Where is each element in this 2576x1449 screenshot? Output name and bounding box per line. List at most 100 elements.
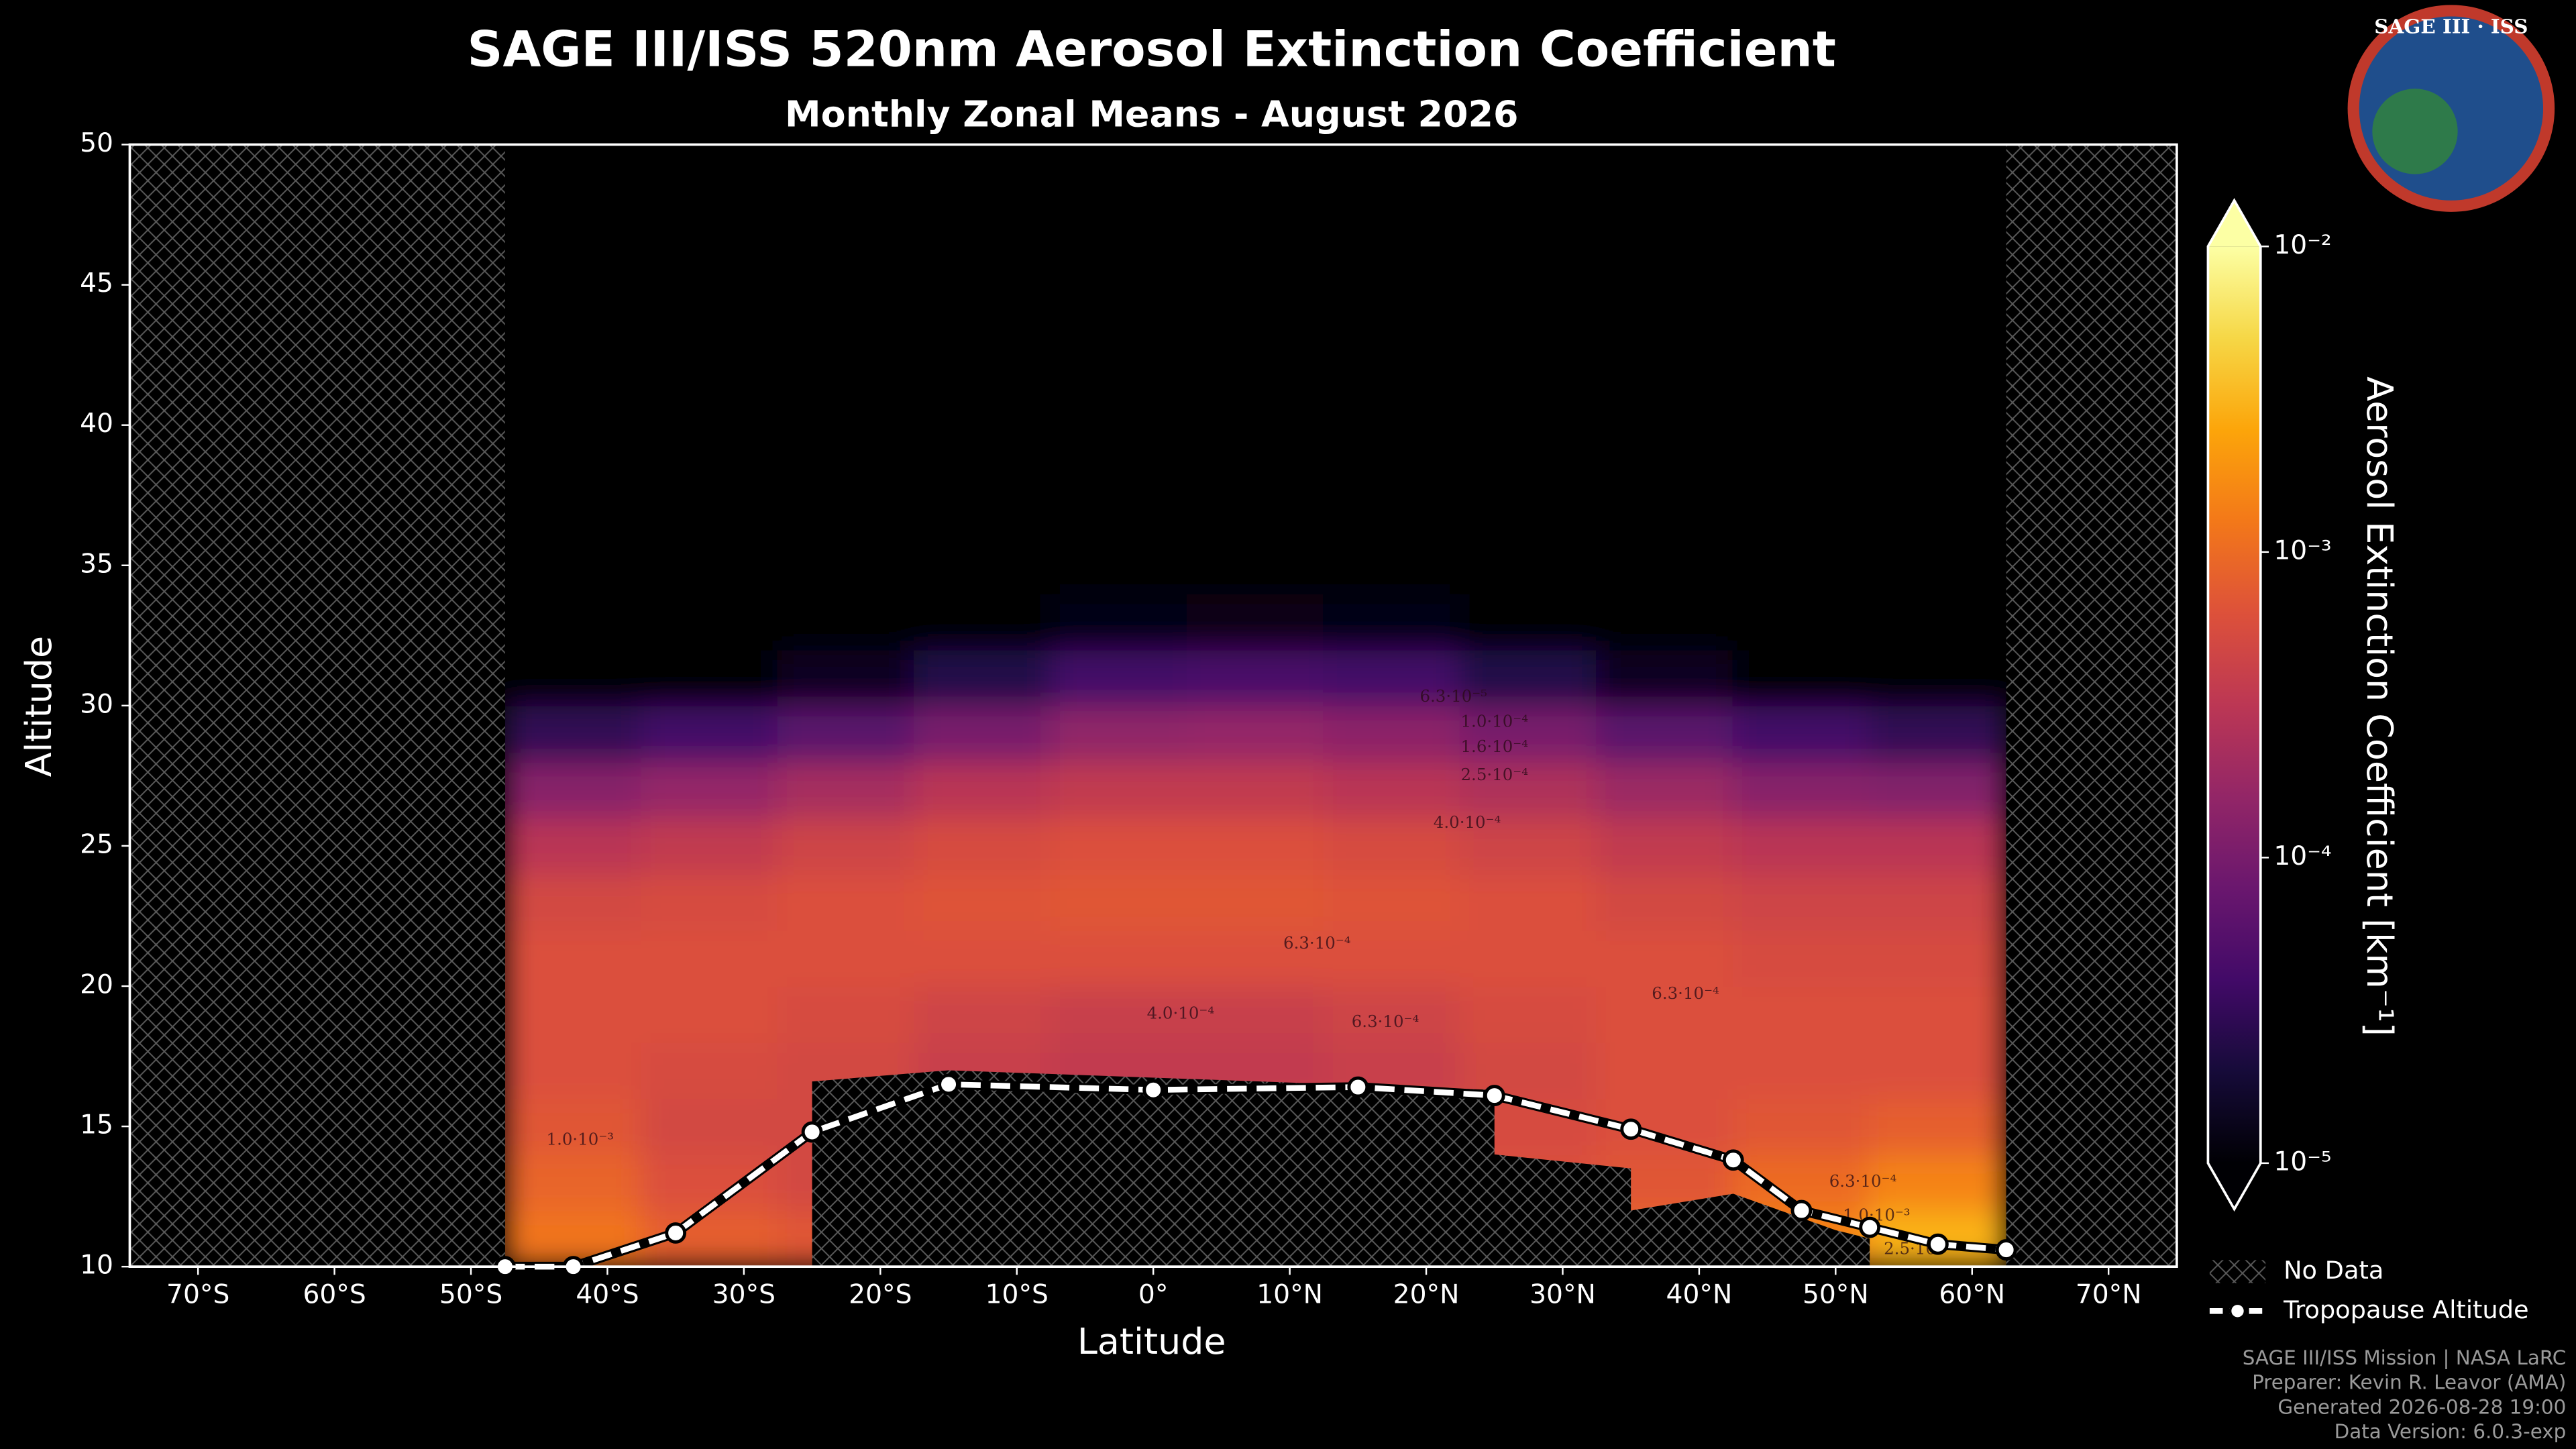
heatmap-cell — [913, 648, 1052, 707]
x-tick-label: 40°N — [1666, 1280, 1733, 1310]
heatmap-cell — [777, 704, 916, 763]
heatmap-cell — [913, 816, 1052, 875]
heatmap-cell — [1868, 144, 2006, 594]
logo: SAGE III · ISS — [2347, 5, 2555, 212]
heatmap-cell — [641, 985, 779, 1043]
heatmap-cell — [1459, 704, 1598, 763]
colorbar-tick-label: 10⁻⁴ — [2273, 841, 2331, 871]
footer-line: Data Version: 6.0.3-exp — [2334, 1420, 2567, 1443]
heatmap-cell — [1868, 592, 2006, 651]
tropopause-point — [1790, 1199, 1813, 1222]
heatmap-cell — [504, 761, 643, 819]
heatmap-cell — [1596, 648, 1734, 707]
contour-label: 6.3·10⁻⁵ — [1419, 686, 1487, 706]
contour-label: 6.3·10⁻⁴ — [1829, 1171, 1897, 1191]
tropopause-point — [1859, 1216, 1881, 1238]
y-tick-label: 45 — [80, 268, 113, 299]
contour-label: 6.3·10⁻⁴ — [1352, 1012, 1419, 1031]
heatmap-cell — [777, 985, 916, 1043]
colorbar-tick-label: 10⁻³ — [2273, 535, 2331, 566]
heatmap-cell — [1186, 592, 1325, 651]
x-tick-label: 50°S — [439, 1280, 502, 1310]
heatmap-cell — [1050, 816, 1189, 875]
heatmap-cell — [1732, 929, 1871, 987]
legend-marker — [2229, 1302, 2247, 1320]
heatmap-cell — [1323, 873, 1462, 931]
heatmap-cell — [641, 816, 779, 875]
heatmap-cell — [641, 648, 779, 707]
contour-label: 2.5·10⁻⁴ — [1460, 765, 1528, 784]
tropopause-point — [938, 1073, 959, 1095]
x-tick-label: 20°S — [849, 1280, 912, 1310]
tropopause-point — [1483, 1085, 1505, 1107]
heatmap-cell — [641, 1097, 779, 1156]
heatmap-cell — [504, 592, 643, 651]
contour-label: 6.3·10⁻⁴ — [1283, 933, 1351, 953]
heatmap-cell — [641, 704, 779, 763]
y-tick-label: 30 — [80, 689, 113, 719]
heatmap-cell — [504, 816, 643, 875]
heatmap-cell — [1323, 985, 1462, 1043]
heatmap-cell — [1868, 929, 2006, 987]
x-tick-label: 50°N — [1803, 1280, 1869, 1310]
heatmap-cell — [504, 1097, 643, 1156]
tropopause-point — [1347, 1076, 1369, 1098]
heatmap-cell — [1596, 929, 1734, 987]
heatmap-cell — [777, 648, 916, 707]
heatmap-cell — [1868, 704, 2006, 763]
colorbar-tick-label: 10⁻⁵ — [2273, 1146, 2331, 1177]
contour-label: 4.0·10⁻⁴ — [1147, 1003, 1215, 1022]
heatmap-cell — [641, 873, 779, 931]
heatmap-cell — [504, 648, 643, 707]
contour-label: 1.6·10⁻⁴ — [1460, 737, 1528, 756]
x-tick-label: 70°N — [2076, 1280, 2142, 1310]
x-tick-label: 40°S — [576, 1280, 639, 1310]
tropopause-point — [1142, 1079, 1165, 1101]
no-data-region — [2006, 144, 2177, 1267]
heatmap-cell — [504, 704, 643, 763]
heatmap-cell — [1732, 761, 1871, 819]
heatmap-cell — [1596, 985, 1734, 1043]
heatmap-cell — [1596, 592, 1734, 651]
heatmap-cell — [641, 929, 779, 987]
y-tick-label: 50 — [80, 128, 113, 158]
heatmap-cell — [1868, 648, 2006, 707]
heatmap-cell — [1732, 592, 1871, 651]
heatmap-cell — [1868, 1153, 2006, 1212]
chart-title: SAGE III/ISS 520nm Aerosol Extinction Co… — [468, 21, 1836, 78]
heatmap-cell — [1732, 873, 1871, 931]
heatmap-cell — [1323, 929, 1462, 987]
heatmap-cell — [913, 929, 1052, 987]
y-tick-label: 35 — [80, 549, 113, 579]
heatmap-cell — [641, 592, 779, 651]
heatmap-cell — [504, 1041, 643, 1099]
heatmap-cell — [777, 873, 916, 931]
heatmap-cell — [1050, 704, 1189, 763]
logo-earth — [2372, 89, 2458, 174]
heatmap-cell — [1323, 704, 1462, 763]
heatmap-cell — [1186, 761, 1325, 819]
legend-label: No Data — [2284, 1256, 2383, 1285]
footer: SAGE III/ISS Mission | NASA LaRCPreparer… — [2243, 1346, 2567, 1443]
heatmap-cell — [1050, 985, 1189, 1043]
heatmap-cell — [1050, 648, 1189, 707]
colorbar-tick-label: 10⁻² — [2273, 230, 2331, 260]
heatmap-cell — [1186, 985, 1325, 1043]
heatmap-cell — [1323, 816, 1462, 875]
heatmap-cell — [1459, 985, 1598, 1043]
heatmap-cell — [504, 873, 643, 931]
heatmap-cell — [1868, 985, 2006, 1043]
heatmap-cell — [913, 761, 1052, 819]
legend-no-data-swatch — [2209, 1260, 2266, 1283]
y-tick-label: 20 — [80, 970, 113, 1000]
heatmap-cell — [1459, 648, 1598, 707]
heatmap-cell — [1050, 592, 1189, 651]
colorbar-label: Aerosol Extinction Coefficient [km⁻¹] — [2359, 376, 2401, 1036]
y-tick-label: 40 — [80, 409, 113, 439]
contour-label: 1.0·10⁻⁴ — [1460, 711, 1528, 731]
heatmap-cell — [777, 929, 916, 987]
y-axis-label: Altitude — [17, 636, 60, 777]
heatmap-cell — [913, 704, 1052, 763]
footer-line: SAGE III/ISS Mission | NASA LaRC — [2243, 1346, 2567, 1370]
